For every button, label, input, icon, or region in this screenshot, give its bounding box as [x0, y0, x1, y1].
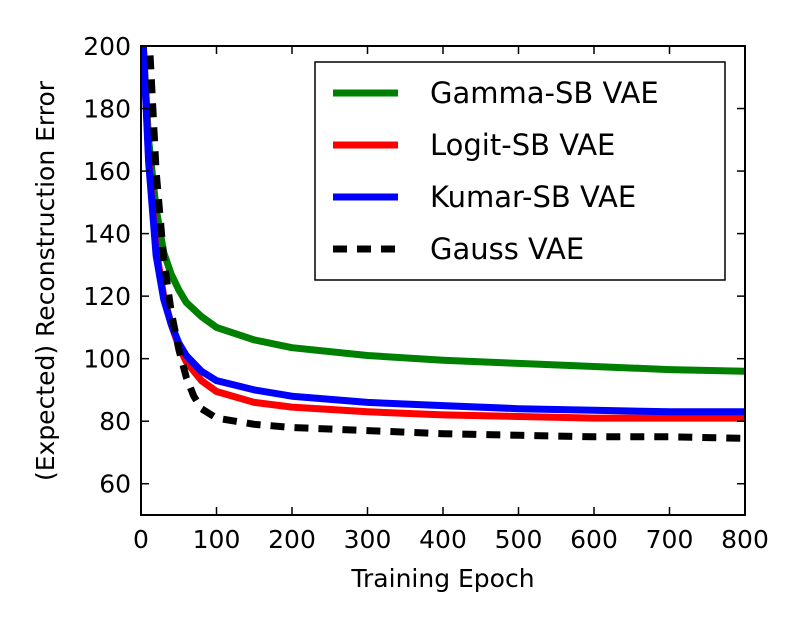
- y-axis-title: (Expected) Reconstruction Error: [31, 80, 60, 481]
- series-layer: [141, 46, 745, 442]
- legend: Gamma-SB VAE Logit-SB VAE Kumar-SB VAE Gaus…: [314, 61, 726, 281]
- x-tick-label: 500: [495, 525, 543, 554]
- x-tick-label: 0: [133, 525, 149, 554]
- y-tick-label: 140: [83, 220, 131, 249]
- series-line-kumar-sb-vae: [141, 46, 745, 416]
- x-tick-label: 800: [721, 525, 769, 554]
- x-tick-label: 300: [344, 525, 392, 554]
- legend-box: [314, 61, 726, 281]
- series-line-gamma-sb-vae: [141, 46, 745, 375]
- legend-label: Gamma-SB VAE: [430, 76, 659, 110]
- x-tick-label: 700: [646, 525, 694, 554]
- y-tick-label: 100: [83, 345, 131, 374]
- x-tick-label: 600: [570, 525, 618, 554]
- ticks-layer: 0 100 200 300 400 500 600 700 800 60 80 100 120 140 16…: [83, 32, 769, 554]
- y-tick-label: 200: [83, 32, 131, 61]
- y-tick-label: 60: [99, 470, 131, 499]
- legend-label: Gauss VAE: [430, 232, 584, 266]
- x-tick-label: 200: [268, 525, 316, 554]
- legend-label: Logit-SB VAE: [430, 128, 615, 162]
- y-tick-label: 160: [83, 157, 131, 186]
- x-tick-label: 100: [193, 525, 241, 554]
- y-tick-label: 80: [99, 407, 131, 436]
- x-axis-title: Training Epoch: [350, 564, 534, 593]
- legend-label: Kumar-SB VAE: [430, 180, 636, 214]
- x-tick-label: 400: [419, 525, 467, 554]
- y-tick-label: 180: [83, 95, 131, 124]
- series-line-gauss-vae: [146, 55, 745, 442]
- y-tick-label: 120: [83, 282, 131, 311]
